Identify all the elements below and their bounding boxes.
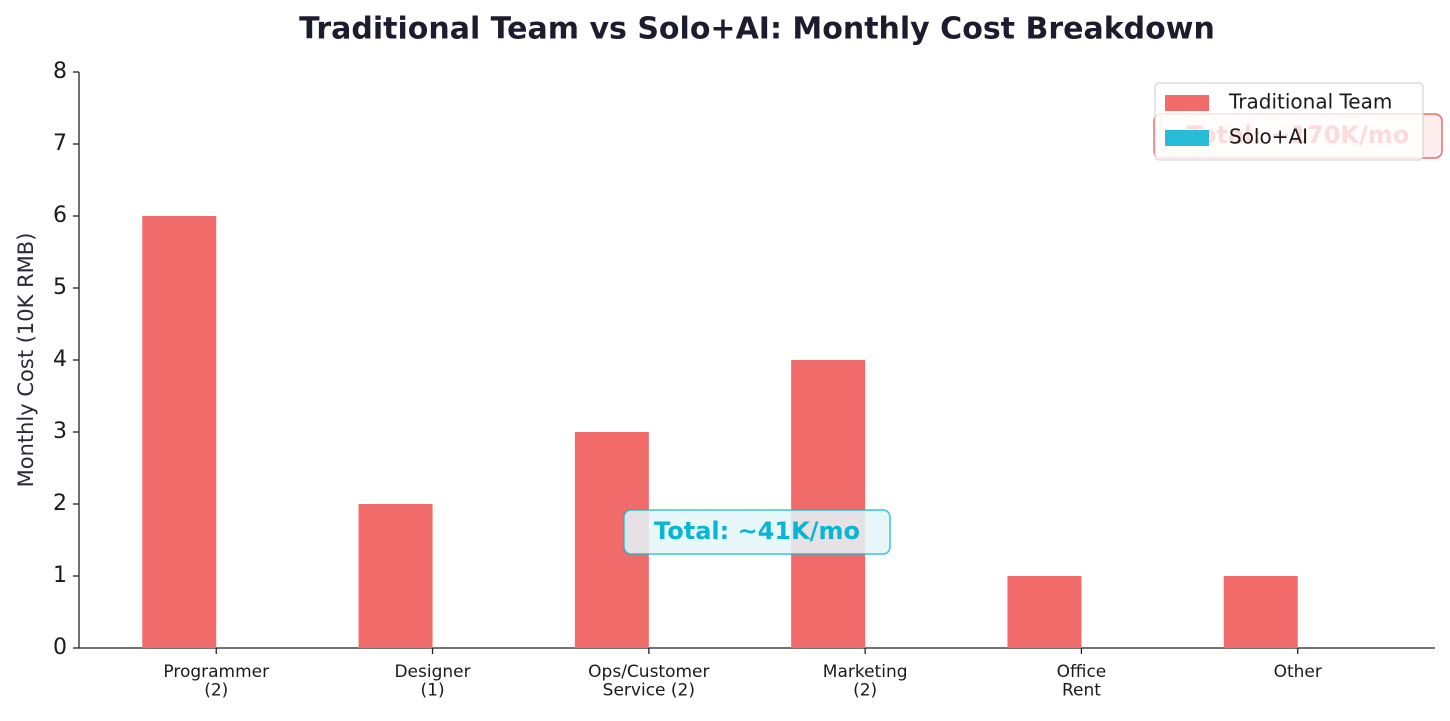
chart-title: Traditional Team vs Solo+AI: Monthly Cos… [299,12,1215,47]
bar [358,504,433,648]
annotation-box [623,509,891,555]
x-tick-label: Ops/Customer Service (2) [588,662,709,701]
y-tick-label: 1 [53,563,67,588]
bar [1223,576,1298,648]
bar [1007,576,1082,648]
legend-box [1154,82,1424,161]
y-tick-label: 5 [53,275,67,300]
x-tick-label: Designer (1) [394,662,470,701]
bar [142,216,217,648]
y-tick-label: 8 [53,59,67,84]
y-axis-label: Monthly Cost (10K RMB) [14,233,38,488]
legend-swatch [1165,130,1209,146]
y-tick-label: 0 [53,635,67,660]
y-tick-label: 3 [53,419,67,444]
x-tick-label: Programmer (2) [163,662,269,701]
legend-swatch [1165,95,1209,111]
annotation-text: Total: ~41K/mo [654,517,860,545]
y-tick-label: 2 [53,491,67,516]
bar [791,360,866,648]
x-tick-label: Office Rent [1057,662,1107,701]
x-tick-label: Marketing (2) [823,662,908,701]
legend-label: Solo+AI [1229,125,1308,149]
x-tick-label: Other [1274,662,1322,682]
y-tick-label: 4 [53,347,67,372]
legend-label: Traditional Team [1228,90,1392,114]
y-tick-label: 6 [53,203,67,228]
y-tick-label: 7 [53,131,67,156]
